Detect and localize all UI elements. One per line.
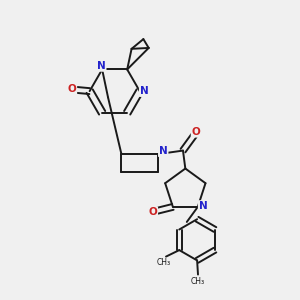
Text: CH₃: CH₃ — [191, 277, 205, 286]
Text: N: N — [199, 201, 208, 211]
Text: N: N — [140, 86, 148, 96]
Text: N: N — [159, 146, 168, 156]
Text: O: O — [148, 207, 157, 217]
Text: O: O — [68, 84, 76, 94]
Text: N: N — [97, 61, 106, 71]
Text: O: O — [192, 127, 200, 137]
Text: CH₃: CH₃ — [157, 258, 171, 267]
